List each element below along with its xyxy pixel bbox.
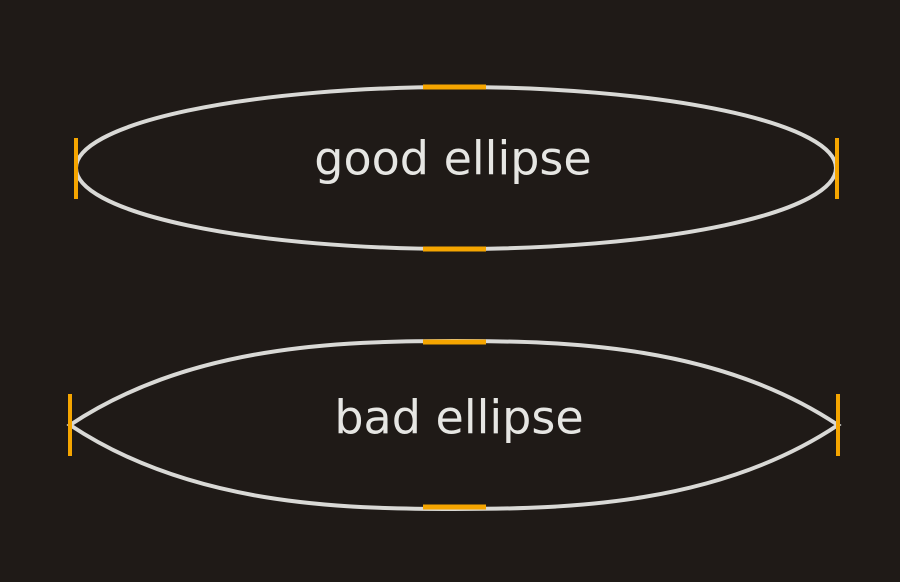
good-ellipse-label: good ellipse <box>314 132 591 186</box>
bad-ellipse-label: bad ellipse <box>334 391 583 445</box>
bad-ellipse-group: bad ellipse <box>66 338 842 512</box>
good-ellipse-group: good ellipse <box>74 84 839 252</box>
